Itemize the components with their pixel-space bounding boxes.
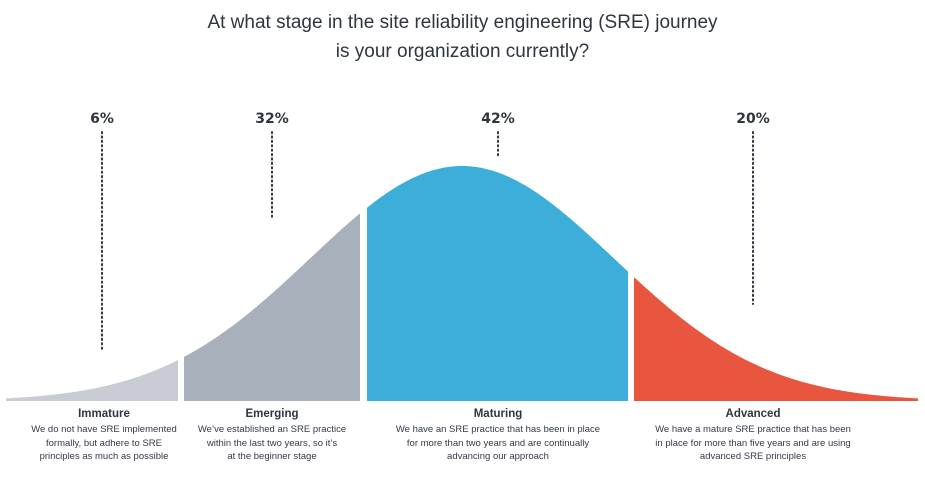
value-label-maturing: 42% (481, 111, 515, 127)
stage-name: Maturing (473, 408, 523, 420)
title-line-1: At what stage in the site reliability en… (207, 12, 718, 33)
stage-emerging: Emerging We’ve established an SRE practi… (182, 408, 362, 464)
stage-maturing: Maturing We have an SRE practice that ha… (368, 408, 628, 464)
title-line-2: is your organization currently? (335, 41, 590, 62)
stage-name: Emerging (245, 408, 299, 420)
segment-advanced (634, 277, 918, 401)
value-label-advanced: 20% (736, 111, 770, 127)
stage-advanced: Advanced We have a mature SRE practice t… (628, 408, 878, 464)
stage-immature: Immature We do not have SRE implemented … (14, 408, 194, 464)
stage-description: We’ve established an SRE practice within… (197, 424, 347, 462)
segment-maturing (367, 166, 628, 401)
segment-immature (6, 360, 178, 401)
stage-description: We do not have SRE implemented formally,… (31, 424, 177, 462)
value-label-immature: 6% (90, 111, 114, 127)
value-label-emerging: 32% (255, 111, 289, 127)
stage-description: We have an SRE practice that has been in… (395, 424, 601, 462)
stage-name: Immature (78, 408, 130, 420)
stage-description: We have a mature SRE practice that has b… (655, 424, 851, 462)
chart-title: At what stage in the site reliability en… (0, 8, 925, 66)
stage-name: Advanced (725, 408, 781, 420)
segment-emerging (184, 213, 360, 401)
